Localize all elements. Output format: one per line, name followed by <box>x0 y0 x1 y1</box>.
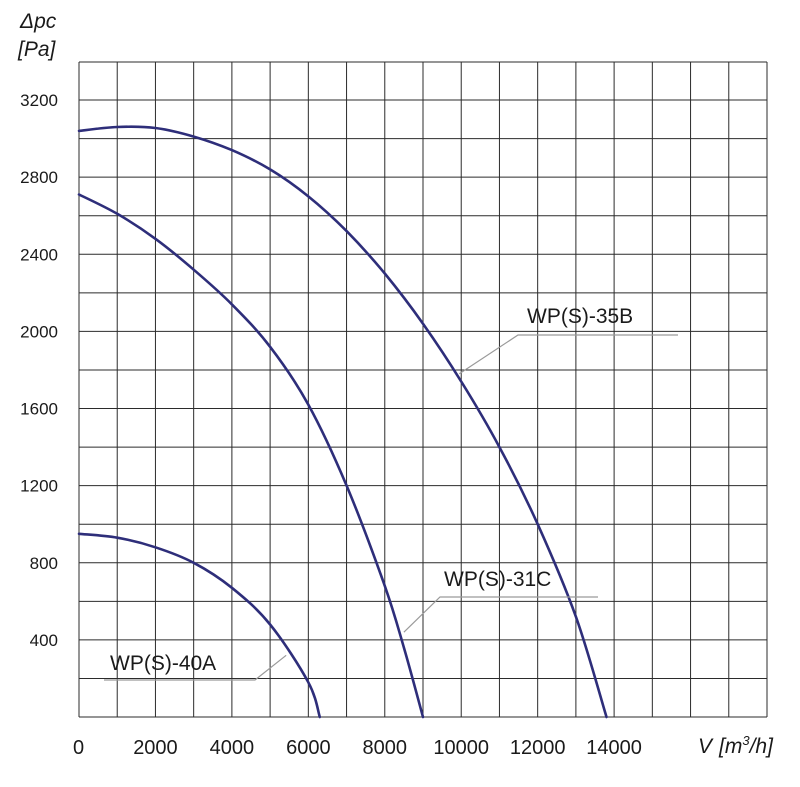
series-lines <box>77 125 608 719</box>
y-tick-label: 3200 <box>20 91 58 110</box>
callout-leader-line <box>458 334 678 375</box>
series-label: WP(S)-31C <box>444 568 551 591</box>
y-axis-unit: [Pa] <box>17 38 57 61</box>
x-tick-label: 12000 <box>510 737 566 759</box>
y-tick-label: 800 <box>30 554 58 573</box>
series-label: WP(S)-35B <box>527 305 633 328</box>
y-tick-label: 2400 <box>20 245 58 264</box>
x-tick-label: 0 <box>73 737 84 759</box>
y-axis-title: Δpc <box>19 10 57 33</box>
x-tick-label: 14000 <box>586 737 642 759</box>
series-line <box>77 125 608 719</box>
y-tick-label: 1600 <box>20 400 58 419</box>
y-tick-label: 2800 <box>20 168 58 187</box>
x-tick-label: 4000 <box>210 737 255 759</box>
y-tick-label: 2000 <box>20 322 58 341</box>
callout-leader-line <box>403 596 598 633</box>
series-callouts: WP(S)-35B WP(S)-31C WP(S)-40A <box>104 305 678 681</box>
grid <box>78 61 768 718</box>
x-axis-title: V <box>698 735 714 758</box>
y-tick-label: 400 <box>30 631 58 650</box>
x-tick-label: 8000 <box>363 737 408 759</box>
series-line <box>77 532 322 719</box>
y-tick-label: 1200 <box>20 477 58 496</box>
x-tick-label: 10000 <box>433 737 489 759</box>
x-axis-unit: [m3/h] <box>718 733 774 758</box>
x-tick-label: 2000 <box>133 737 178 759</box>
callout-leader-line <box>104 654 287 681</box>
x-tick-labels: 0 2000 4000 6000 8000 10000 12000 14000 <box>73 737 642 759</box>
y-tick-labels: 400 800 1200 1600 2000 2400 2800 3200 <box>20 91 58 650</box>
series-line <box>77 193 425 719</box>
x-tick-label: 6000 <box>286 737 331 759</box>
series-label: WP(S)-40A <box>110 652 216 675</box>
